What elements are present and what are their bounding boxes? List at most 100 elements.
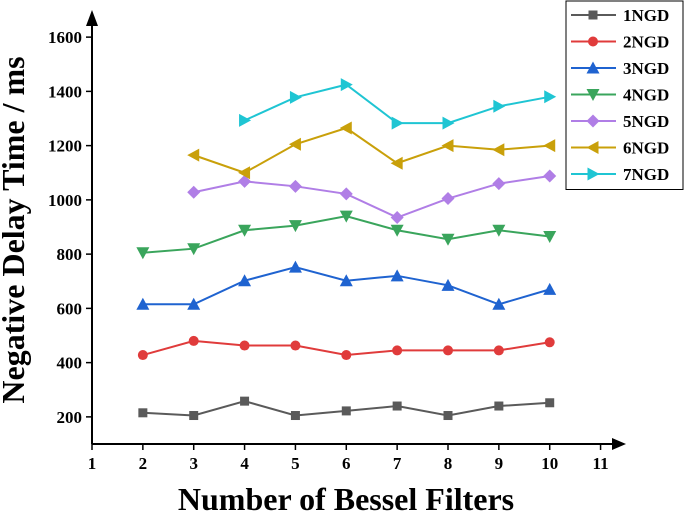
series-line [193, 175, 550, 219]
marker [545, 398, 555, 408]
x-tick-label: 10 [541, 454, 558, 473]
x-tick-label: 1 [88, 454, 97, 473]
marker [339, 187, 353, 201]
x-tick-label: 3 [189, 454, 198, 473]
legend-label: 2NGD [623, 33, 669, 52]
marker [390, 211, 404, 225]
marker [339, 121, 352, 135]
marker [239, 340, 250, 351]
marker [138, 408, 148, 418]
marker [492, 297, 506, 310]
legend-marker [586, 141, 599, 154]
y-tick-label: 200 [57, 408, 83, 427]
marker [187, 243, 201, 256]
marker [341, 406, 351, 416]
x-tick-label: 5 [291, 454, 300, 473]
marker [187, 297, 201, 310]
y-tick-label: 800 [57, 245, 83, 264]
y-tick-label: 600 [57, 299, 83, 318]
marker [441, 139, 454, 153]
marker [289, 90, 302, 104]
marker [339, 210, 353, 223]
legend-marker [586, 89, 600, 101]
y-axis-label: Negative Delay Time / ms [0, 56, 31, 403]
x-axis-label: Number of Bessel Filters [178, 481, 514, 517]
marker [188, 335, 199, 346]
x-tick-label: 9 [495, 454, 504, 473]
marker [238, 224, 252, 237]
marker [392, 345, 403, 356]
marker [136, 247, 150, 260]
series-line [244, 83, 550, 125]
legend-label: 7NGD [623, 165, 669, 184]
marker [136, 297, 150, 310]
y-tick-label: 1400 [48, 82, 82, 101]
marker [187, 185, 201, 199]
marker [137, 350, 148, 361]
x-tick-label: 6 [342, 454, 351, 473]
x-tick-label: 11 [593, 454, 609, 473]
marker [544, 337, 555, 348]
x-axis-arrow [612, 438, 626, 450]
y-tick-label: 400 [57, 354, 83, 373]
marker [544, 90, 557, 104]
marker [290, 340, 301, 351]
legend-marker [588, 36, 598, 47]
marker [390, 156, 403, 170]
marker [288, 220, 302, 233]
marker [238, 166, 251, 180]
y-tick-label: 1200 [48, 137, 82, 156]
y-tick-label: 1000 [48, 191, 82, 210]
marker [340, 78, 353, 92]
marker [238, 174, 252, 188]
marker [493, 99, 506, 113]
marker [239, 113, 252, 127]
y-axis-arrow [86, 10, 98, 26]
marker [290, 411, 300, 421]
marker [492, 143, 505, 157]
legend-marker [586, 114, 600, 128]
marker [443, 411, 453, 421]
legend-marker [588, 10, 598, 20]
marker [390, 224, 404, 237]
legend-marker [587, 167, 600, 181]
marker [441, 192, 455, 206]
marker [543, 282, 557, 295]
marker [189, 411, 199, 421]
marker [341, 350, 352, 361]
marker [441, 278, 455, 291]
legend-label: 5NGD [623, 112, 669, 131]
marker [442, 116, 455, 130]
marker [187, 148, 200, 162]
legend-label: 4NGD [623, 86, 669, 105]
x-tick-label: 2 [139, 454, 148, 473]
marker [288, 179, 302, 193]
marker [543, 139, 556, 153]
marker [494, 401, 504, 411]
legend-label: 6NGD [623, 139, 669, 158]
marker [392, 401, 402, 411]
marker [543, 169, 557, 183]
marker [492, 224, 506, 237]
marker [492, 177, 506, 191]
x-tick-label: 8 [444, 454, 453, 473]
marker [390, 269, 404, 282]
marker [288, 260, 302, 273]
marker [288, 137, 301, 151]
marker [240, 396, 250, 406]
marker [493, 345, 504, 356]
legend-label: 3NGD [623, 59, 669, 78]
marker [339, 274, 353, 287]
y-tick-label: 1600 [48, 28, 82, 47]
x-tick-label: 7 [393, 454, 402, 473]
marker [543, 230, 557, 243]
marker [391, 116, 404, 130]
legend-label: 1NGD [623, 6, 669, 25]
x-tick-label: 4 [240, 454, 249, 473]
marker [238, 274, 252, 287]
series-line [193, 126, 550, 174]
legend-marker [586, 61, 600, 74]
marker [443, 345, 453, 356]
marker [441, 233, 455, 246]
